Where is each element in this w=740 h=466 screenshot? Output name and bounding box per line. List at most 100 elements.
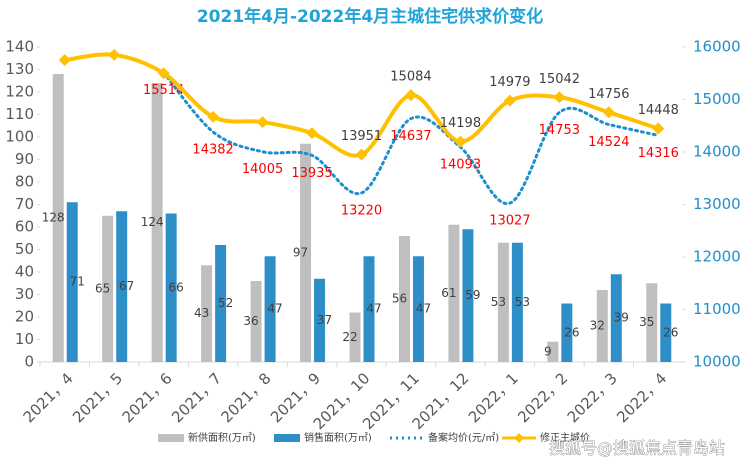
data-label: 53	[515, 295, 530, 309]
x-tick-label: 2021，5	[69, 369, 126, 426]
legend-label: 修正主城价	[540, 431, 590, 444]
line	[162, 71, 660, 205]
data-label: 13027	[489, 214, 530, 229]
y-tick-label: 50	[15, 240, 34, 258]
y2-tick-label: 13000	[693, 195, 740, 213]
marker	[503, 94, 516, 107]
legend-label: 新供面积(万㎡)	[188, 431, 256, 444]
marker	[553, 91, 566, 104]
bar	[363, 256, 375, 362]
legend-label: 销售面积(万㎡)	[304, 431, 372, 444]
bar	[349, 312, 361, 362]
data-label: 14093	[440, 158, 481, 173]
y-tick-label: 20	[15, 308, 34, 326]
data-label: 15042	[539, 72, 580, 87]
y2-tick-label: 10000	[693, 353, 740, 371]
y-tick-label: 110	[5, 105, 34, 123]
bar	[116, 211, 128, 362]
x-tick-label: 2021，8	[218, 369, 275, 426]
data-label: 32	[590, 319, 605, 333]
bar	[165, 213, 177, 362]
x-tick-label: 2022，1	[465, 369, 522, 426]
data-label: 59	[465, 288, 480, 302]
data-label: 71	[70, 275, 85, 289]
data-label: 13951	[341, 129, 382, 144]
bar	[215, 245, 227, 362]
data-label: 47	[416, 302, 431, 316]
y-tick-label: 40	[15, 263, 34, 281]
data-label: 14756	[588, 87, 629, 102]
data-label: 56	[392, 292, 407, 306]
legend-swatch	[514, 433, 524, 443]
data-label: 22	[342, 330, 357, 344]
x-tick-label: 2021，4	[20, 369, 77, 426]
data-label: 26	[663, 325, 678, 339]
bar	[314, 278, 326, 362]
y2-tick-label: 16000	[693, 38, 740, 56]
data-label: 14448	[638, 103, 679, 118]
legend-label: 备案均价(元/㎡)	[428, 431, 499, 444]
data-label: 128	[42, 211, 65, 225]
data-label: 14198	[440, 116, 481, 131]
marker	[306, 127, 319, 140]
data-label: 97	[293, 245, 308, 259]
data-label: 52	[218, 296, 233, 310]
data-label: 36	[243, 314, 258, 328]
data-label: 39	[614, 311, 629, 325]
x-tick-label: 2021，6	[119, 369, 176, 426]
data-label: 9	[544, 344, 552, 358]
bar	[660, 303, 672, 362]
data-label: 26	[564, 325, 579, 339]
chart-title: 2021年4月-2022年4月主城住宅供求价变化	[197, 6, 543, 27]
y-tick-label: 90	[15, 150, 34, 168]
y-tick-label: 70	[15, 195, 34, 213]
y-tick-label: 140	[5, 38, 34, 56]
bar	[300, 143, 312, 362]
y-tick-label: 80	[15, 173, 34, 191]
marker	[454, 135, 467, 148]
y-tick-label: 100	[5, 128, 34, 146]
data-label: 14637	[390, 129, 431, 144]
marker	[157, 67, 170, 80]
bar	[264, 256, 276, 362]
bar	[511, 242, 523, 362]
data-label: 15084	[390, 70, 431, 85]
data-label: 47	[366, 302, 381, 316]
marker	[355, 148, 368, 161]
data-label: 53	[491, 295, 506, 309]
y-tick-label: 30	[15, 285, 34, 303]
y-tick-label: 120	[5, 83, 34, 101]
y2-tick-label: 15000	[693, 90, 740, 108]
data-label: 124	[141, 215, 164, 229]
legend-swatch	[158, 434, 184, 442]
y2-tick-label: 14000	[693, 143, 740, 161]
bar	[610, 274, 622, 362]
data-label: 37	[317, 313, 332, 327]
bar	[201, 265, 213, 362]
data-label: 13935	[291, 166, 332, 181]
bar	[596, 290, 608, 362]
marker	[256, 116, 269, 129]
bar	[561, 303, 573, 362]
marker	[207, 110, 220, 123]
legend-swatch	[274, 434, 300, 442]
bar	[497, 242, 509, 362]
data-label: 61	[441, 286, 456, 300]
x-tick-label: 2021，7	[168, 369, 225, 426]
bar	[250, 281, 262, 362]
bar	[102, 215, 114, 362]
data-label: 35	[639, 315, 654, 329]
data-label: 14005	[242, 162, 283, 177]
bar	[448, 224, 460, 362]
y-tick-label: 130	[5, 60, 34, 78]
marker	[58, 54, 71, 67]
y2-tick-label: 11000	[693, 300, 740, 318]
data-label: 14524	[588, 135, 629, 150]
data-label: 14316	[638, 146, 679, 161]
data-label: 65	[95, 281, 110, 295]
bar	[151, 83, 163, 362]
y-tick-label: 0	[24, 353, 34, 371]
bar	[52, 74, 64, 362]
marker	[602, 106, 615, 119]
